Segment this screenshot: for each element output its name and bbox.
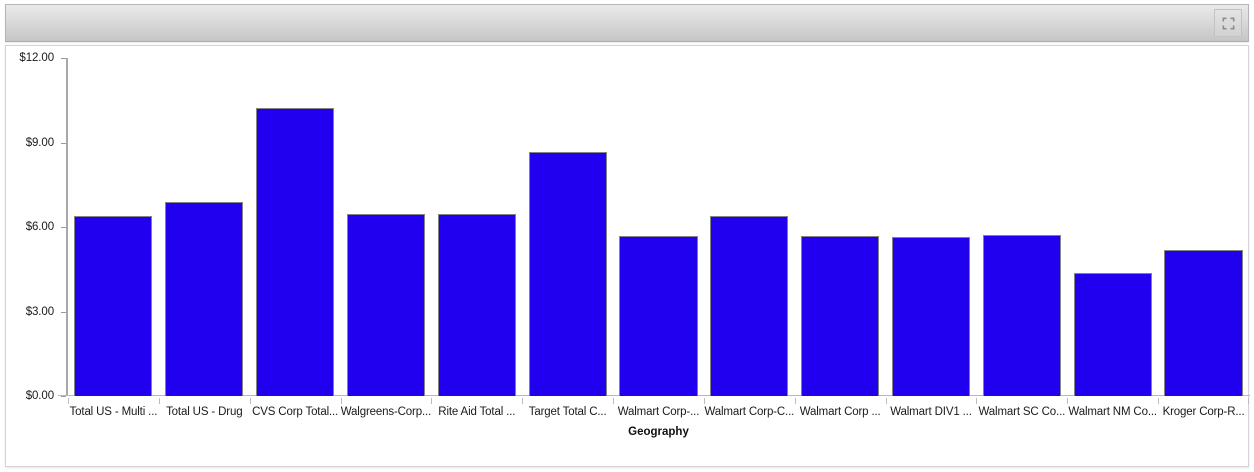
x-axis-labels: Total US - Multi ... Total US - Drug CVS C…	[68, 398, 1249, 420]
x-tick-label-text: Walmart Corp-...	[617, 406, 700, 418]
x-tick-label[interactable]: Walgreens-Corp...	[340, 398, 432, 420]
collapse-icon	[1222, 17, 1235, 30]
bar[interactable]	[437, 214, 516, 396]
y-axis: $12.00 $9.00 $6.00 $3.00 $0.00	[6, 46, 66, 466]
y-tick-label: $12.00	[19, 52, 54, 64]
bar-slot	[68, 58, 159, 396]
bar[interactable]	[891, 236, 971, 396]
bar-series	[68, 58, 1249, 396]
y-tick-label: $3.00	[25, 305, 54, 318]
bar[interactable]	[256, 107, 335, 396]
x-tick-mark	[522, 398, 524, 404]
x-tick-label-text: Walmart SC Co...	[978, 406, 1066, 418]
x-tick-label-text: Walmart Corp ...	[799, 406, 881, 418]
bar[interactable]	[165, 202, 244, 396]
x-tick-label-text: Rite Aid Total ...	[438, 406, 516, 418]
y-tick-mark	[61, 143, 66, 144]
bar-slot	[1158, 58, 1249, 396]
y-tick-mark	[61, 58, 66, 59]
bar-slot	[1067, 58, 1158, 396]
bar-slot	[976, 58, 1067, 396]
x-axis-title: Geography	[628, 426, 689, 438]
x-tick-mark	[976, 398, 978, 404]
x-tick-mark	[158, 398, 160, 404]
x-tick-label[interactable]: Walmart Corp-...	[613, 398, 704, 420]
x-tick-label[interactable]: Total US - Drug	[158, 398, 250, 420]
x-tick-label[interactable]: Rite Aid Total ...	[431, 398, 522, 420]
y-tick-mark	[61, 396, 66, 397]
plot-wrapper: $12.00 $9.00 $6.00 $3.00 $0.00 Total US - Mu…	[6, 46, 1250, 466]
x-tick-label-text: Walmart NM Co...	[1068, 406, 1157, 418]
x-tick-mark	[1247, 398, 1249, 404]
bar[interactable]	[346, 214, 426, 396]
x-tick-mark	[340, 398, 342, 404]
x-tick-mark	[1158, 398, 1160, 404]
collapse-button[interactable]	[1214, 9, 1242, 37]
x-tick-mark	[703, 398, 705, 404]
bar[interactable]	[710, 216, 789, 396]
x-tick-label[interactable]: Walmart SC Co...	[976, 398, 1067, 420]
chart-toolbar	[5, 4, 1249, 42]
x-tick-mark	[885, 398, 887, 404]
y-tick-label: $9.00	[25, 136, 54, 149]
x-tick-mark	[431, 398, 433, 404]
bar[interactable]	[1164, 249, 1243, 396]
y-tick-mark	[61, 312, 66, 313]
bar[interactable]	[982, 234, 1061, 396]
bar[interactable]	[801, 235, 880, 396]
bar-slot	[704, 58, 795, 396]
bar[interactable]	[619, 235, 698, 396]
x-tick-label-text: Total US - Drug	[166, 406, 243, 418]
x-tick-label-text: Target Total C...	[528, 406, 607, 418]
bar-slot	[431, 58, 522, 396]
x-tick-label-text: Kroger Corp-R...	[1162, 406, 1245, 418]
y-tick-mark	[61, 227, 66, 228]
x-tick-label-text: Walgreens-Corp...	[340, 406, 432, 418]
y-tick-label: $6.00	[25, 221, 54, 233]
x-tick-label[interactable]: Walmart Corp-C...	[703, 398, 795, 420]
x-tick-mark	[613, 398, 615, 404]
x-tick-label-text: Walmart DIV1 ...	[890, 406, 972, 418]
x-tick-label[interactable]: Walmart NM Co...	[1067, 398, 1158, 420]
plot-area	[68, 58, 1249, 396]
bar-slot	[886, 58, 977, 396]
bar-slot	[522, 58, 613, 396]
x-tick-mark	[794, 398, 796, 404]
x-tick-label-text: Walmart Corp-C...	[704, 406, 795, 418]
bar-slot	[250, 58, 341, 396]
x-tick-label[interactable]: Walmart Corp ...	[794, 398, 886, 420]
bar-slot	[795, 58, 886, 396]
x-tick-label-text: Total US - Multi ...	[69, 406, 158, 418]
bar-slot	[341, 58, 432, 396]
bar-slot	[613, 58, 704, 396]
x-tick-label-text: CVS Corp Total...	[252, 406, 339, 418]
bar-slot	[159, 58, 250, 396]
x-tick-mark	[249, 398, 251, 404]
chart-panel: $12.00 $9.00 $6.00 $3.00 $0.00 Total US - Mu…	[5, 45, 1250, 467]
x-tick-label[interactable]: Kroger Corp-R...	[1158, 398, 1249, 420]
bar[interactable]	[74, 216, 153, 396]
y-axis-line	[66, 58, 68, 396]
x-tick-mark	[1067, 398, 1069, 404]
bar[interactable]	[1073, 273, 1152, 396]
bar[interactable]	[528, 151, 607, 396]
x-tick-label[interactable]: Total US - Multi ...	[68, 398, 159, 420]
y-tick-label: $0.00	[25, 390, 54, 402]
x-tick-label[interactable]: CVS Corp Total...	[249, 398, 341, 420]
x-tick-label[interactable]: Walmart DIV1 ...	[885, 398, 977, 420]
x-tick-label[interactable]: Target Total C...	[522, 398, 613, 420]
x-tick-mark	[68, 398, 69, 404]
